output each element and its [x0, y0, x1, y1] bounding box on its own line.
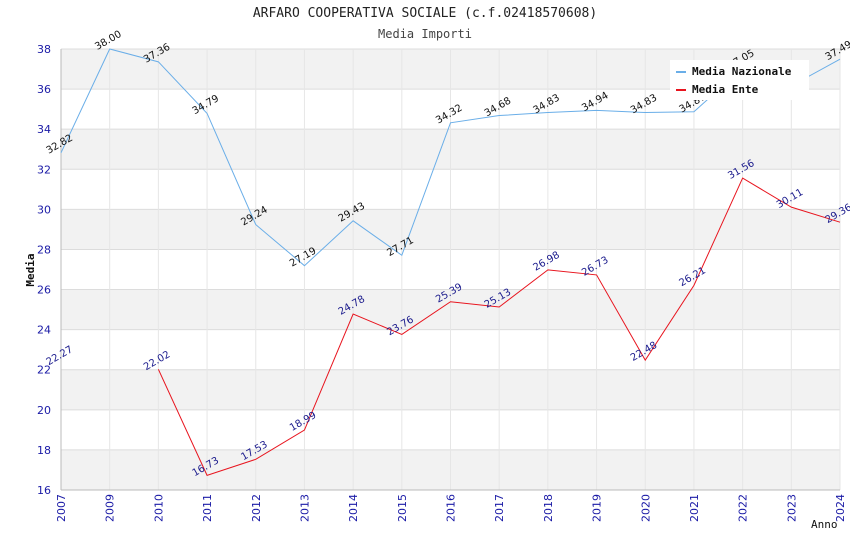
y-tick-label: 32 — [37, 163, 51, 176]
x-tick-label: 2018 — [542, 494, 555, 522]
y-tick-label: 36 — [37, 83, 51, 96]
axes — [60, 49, 840, 491]
chart-legend: Media Nazionale Media Ente — [670, 60, 809, 100]
data-label-ente: 26.98 — [531, 250, 561, 274]
x-tick-label: 2010 — [152, 494, 165, 522]
y-tick-label: 28 — [37, 243, 51, 256]
y-tick-label: 34 — [37, 123, 51, 136]
legend-label-nazionale: Media Nazionale — [692, 65, 792, 78]
chart-title: ARFARO COOPERATIVA SOCIALE (c.f.02418570… — [252, 6, 598, 21]
data-label-ente: 22.27 — [45, 344, 75, 368]
chart-subtitle: Media Importi — [378, 27, 472, 41]
x-tick-label: 2022 — [737, 494, 750, 522]
series-line-media-ente — [157, 177, 841, 476]
legend-item-nazionale[interactable]: Media Nazionale — [676, 65, 791, 79]
data-label-ente: 30.11 — [775, 187, 805, 211]
x-tick-label: 2011 — [201, 494, 214, 522]
x-tick-label: 2023 — [785, 494, 798, 522]
data-label-nazionale: 34.79 — [191, 93, 221, 117]
x-tick-label: 2019 — [591, 494, 604, 522]
legend-swatch-nazionale — [676, 71, 686, 73]
y-tick-labels: 16 18 20 22 24 26 28 30 32 34 36 38 — [37, 43, 51, 497]
x-tick-label: 2016 — [445, 494, 458, 522]
legend-item-ente[interactable]: Media Ente — [676, 83, 758, 97]
x-tick-label: 2024 — [834, 494, 847, 522]
x-tick-label: 2007 — [55, 494, 68, 522]
data-label-ente: 26.21 — [678, 265, 708, 289]
y-tick-label: 18 — [37, 444, 51, 457]
data-label-ente: 22.48 — [629, 340, 659, 364]
x-tick-label: 2012 — [250, 494, 263, 522]
x-tick-label: 2017 — [493, 494, 506, 522]
y-tick-label: 24 — [37, 324, 51, 337]
x-tick-label: 2014 — [347, 494, 360, 522]
legend-swatch-ente — [676, 89, 686, 91]
y-tick-label: 16 — [37, 484, 51, 497]
x-tick-label: 2020 — [639, 494, 652, 522]
x-tick-label: 2015 — [396, 494, 409, 522]
y-axis-title: Media — [24, 253, 37, 286]
x-tick-labels: 2007 2009 2010 2011 2012 2013 2014 2015 2016 2017… — [55, 494, 847, 522]
y-tick-label: 20 — [37, 404, 51, 417]
y-tick-label: 26 — [37, 284, 51, 297]
y-tick-label: 38 — [37, 43, 51, 56]
y-tick-label: 30 — [37, 203, 51, 216]
x-tick-label: 2009 — [104, 494, 117, 522]
x-tick-label: 2013 — [298, 494, 311, 522]
y-tick-label: 22 — [37, 364, 51, 377]
data-label-nazionale: 34.32 — [434, 103, 464, 127]
legend-label-ente: Media Ente — [692, 83, 759, 96]
x-tick-label: 2021 — [688, 494, 701, 522]
x-axis-title: Anno — [811, 518, 838, 531]
